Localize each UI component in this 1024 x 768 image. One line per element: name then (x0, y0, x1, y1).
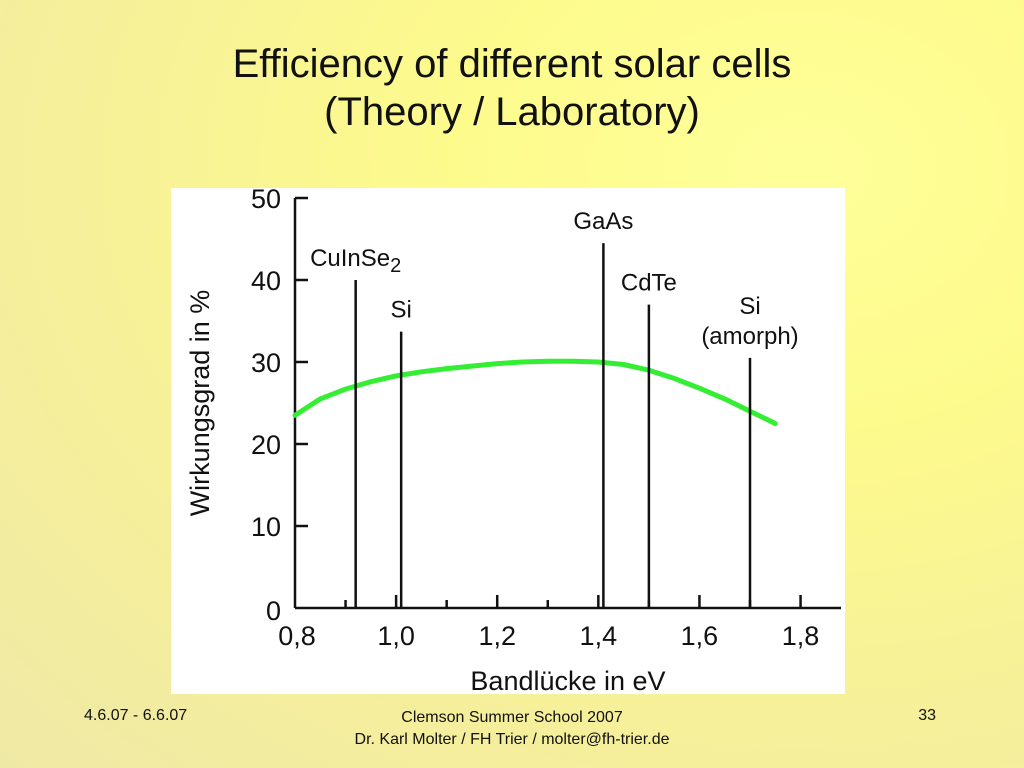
footer-event: Clemson Summer School 2007 (401, 709, 623, 726)
theory-efficiency-curve (292, 358, 778, 426)
cell-label: GaAs (573, 208, 633, 235)
slide-title-line-1: Efficiency of different solar cells (232, 42, 792, 86)
y-tick-label: 0 (266, 596, 281, 626)
cell-label: Si (390, 297, 411, 324)
efficiency-chart: 0 10 20 30 40 50 0,8 1,0 1,2 1,4 1,6 1,8 Bandlücke i… (185, 188, 841, 694)
y-tick-label: 10 (251, 512, 281, 542)
x-axis-title: Bandlücke in eV (470, 666, 665, 694)
cell-label: CuInSe2 (310, 245, 401, 277)
x-tick-label: 1,0 (377, 621, 415, 651)
cell-label: CdTe (621, 270, 677, 297)
y-tick-label: 40 (251, 266, 281, 296)
slide-title-line-2: (Theory / Laboratory) (324, 90, 700, 134)
cell-label: Si (739, 293, 760, 320)
y-axis-title: Wirkungsgrad in % (185, 290, 215, 517)
y-tick-label: 30 (251, 348, 281, 378)
cell-label-secondary: (amorph) (701, 323, 798, 350)
y-tick-label: 50 (251, 188, 281, 214)
y-tick-label: 20 (251, 430, 281, 460)
x-tick-label: 1,2 (478, 621, 516, 651)
x-tick-label: 1,8 (782, 621, 820, 651)
slide-title: Efficiency of different solar cells (The… (0, 40, 1024, 136)
footer-page-number: 33 (918, 707, 936, 724)
footer-author: Dr. Karl Molter / FH Trier / molter@fh-t… (354, 731, 670, 748)
x-tick-label: 0,8 (278, 621, 316, 651)
cell-label-subscript: 2 (390, 255, 401, 277)
x-tick-label: 1,4 (580, 621, 618, 651)
x-tick-label: 1,6 (681, 621, 719, 651)
footer-center: Clemson Summer School 2007 Dr. Karl Molt… (0, 707, 1024, 751)
footer-date: 4.6.07 - 6.6.07 (84, 707, 188, 724)
chart-panel: 0 10 20 30 40 50 0,8 1,0 1,2 1,4 1,6 1,8 Bandlücke i… (171, 188, 845, 694)
